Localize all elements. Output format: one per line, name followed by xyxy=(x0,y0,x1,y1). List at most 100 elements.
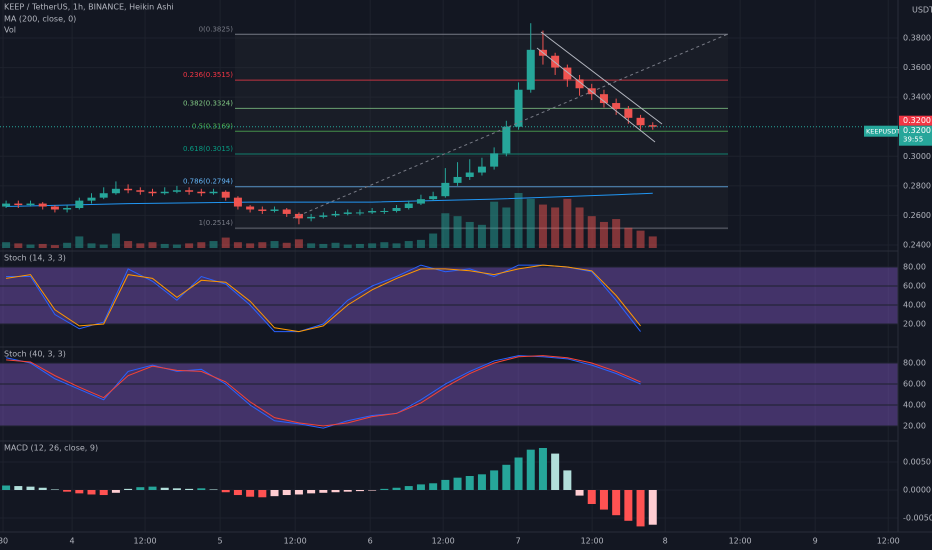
candle-body xyxy=(136,190,145,192)
symbol-badge xyxy=(864,125,898,137)
macd-bar xyxy=(343,489,352,492)
volume-bar xyxy=(538,204,547,248)
macd-bar xyxy=(185,488,194,490)
macd-bar xyxy=(502,464,511,490)
volume-bar xyxy=(612,219,621,248)
price-tick-label: 80.00 xyxy=(903,263,926,272)
stoch-line xyxy=(6,355,641,427)
candle-body xyxy=(185,190,194,192)
candle-body xyxy=(429,196,438,200)
candle-body xyxy=(2,203,11,207)
volume-bar xyxy=(270,241,279,248)
price-tick-label: 0.3400 xyxy=(903,93,931,102)
volume-bar xyxy=(490,201,499,248)
candle-body xyxy=(258,209,267,211)
macd-bar xyxy=(575,489,584,496)
macd-bar xyxy=(319,489,328,493)
time-tick-label: 12:00 xyxy=(284,537,307,546)
candle-body xyxy=(172,190,181,192)
marks: 0(0.3825) 0.236(0.3515) 0.382(0.3324) 0.5(0… xyxy=(0,23,898,527)
volume-bar xyxy=(233,242,242,248)
candle-body xyxy=(26,203,35,206)
fib-label: 0.618(0.3015) xyxy=(183,145,233,153)
time-tick-label: 12:00 xyxy=(134,537,157,546)
stoch-band xyxy=(0,267,898,325)
volume-bar xyxy=(441,213,450,248)
candle-body xyxy=(99,193,108,198)
macd-bar xyxy=(465,475,474,490)
volume-bar xyxy=(172,244,181,248)
price-tick-label: 0.0000 xyxy=(903,485,931,494)
volume-bar xyxy=(355,243,364,248)
time-tick-label: 12:00 xyxy=(729,537,752,546)
volume-bar xyxy=(648,236,657,248)
macd-bar xyxy=(197,488,206,490)
vol-title: Vol xyxy=(4,26,16,35)
last-price-tag xyxy=(899,115,932,126)
price-tick-label: 80.00 xyxy=(903,359,926,368)
macd-bar xyxy=(148,486,157,490)
volume-bar xyxy=(136,243,145,248)
volume-bar xyxy=(477,224,486,248)
candle-body xyxy=(648,125,657,127)
candle-body xyxy=(502,126,511,154)
symbol-badge-label: KEEPUSDT xyxy=(866,128,900,136)
candle-body xyxy=(465,172,474,177)
pane-title: MACD (12, 26, close, 9) xyxy=(4,444,98,453)
candle-body xyxy=(270,209,279,211)
candle-body xyxy=(404,203,413,209)
channel-line xyxy=(540,31,663,125)
volume-bar xyxy=(75,236,84,248)
macd-bar xyxy=(307,489,316,494)
price-tick-label: 60.00 xyxy=(903,282,926,291)
volume-bar xyxy=(50,245,59,248)
stoch-line xyxy=(6,264,641,333)
macd-bar xyxy=(392,487,401,490)
macd-bar xyxy=(648,489,657,525)
volume-bar xyxy=(331,242,340,248)
volume-bar xyxy=(87,243,96,248)
macd-bar xyxy=(612,489,621,516)
candle-body xyxy=(416,199,425,204)
candle-body xyxy=(514,89,523,127)
macd-bar xyxy=(587,489,596,504)
volume-bar xyxy=(429,233,438,248)
time-tick-label: 12:00 xyxy=(877,537,900,546)
macd-bar xyxy=(136,487,145,490)
candle-body xyxy=(38,203,47,207)
candle-body xyxy=(599,94,608,104)
volume-bar xyxy=(63,242,72,248)
volume-bar xyxy=(551,207,560,248)
candle-body xyxy=(319,215,328,217)
candle-body xyxy=(490,153,499,167)
price-tick-label: 20.00 xyxy=(903,422,926,431)
candle-body xyxy=(124,188,133,191)
macd-bar xyxy=(490,470,499,490)
candle-body xyxy=(355,212,364,214)
candle-body xyxy=(282,209,291,214)
time-tick-label: 7 xyxy=(516,537,521,546)
fib-area xyxy=(235,35,728,230)
time-tick-label: 5 xyxy=(218,537,223,546)
volume-bar xyxy=(246,243,255,248)
macd-bar xyxy=(380,488,389,490)
price-tick-label: 0.0050 xyxy=(903,457,931,466)
volume-bar xyxy=(111,233,120,248)
volume-bar xyxy=(502,207,511,248)
macd-bar xyxy=(111,489,120,493)
candle-body xyxy=(50,206,59,210)
candle-body xyxy=(87,197,96,201)
fib-label: 0(0.3825) xyxy=(199,25,234,33)
volume-bar xyxy=(160,243,169,248)
candle-body xyxy=(392,208,401,211)
macd-bar xyxy=(99,489,108,496)
volume-bar xyxy=(514,193,523,248)
volume-bar xyxy=(563,198,572,248)
candle-body xyxy=(453,176,462,183)
price-tick-label: 20.00 xyxy=(903,320,926,329)
volume-bar xyxy=(2,242,11,248)
volume-bar xyxy=(404,241,413,248)
macd-bar xyxy=(331,489,340,493)
price-tick-label: 60.00 xyxy=(903,380,926,389)
